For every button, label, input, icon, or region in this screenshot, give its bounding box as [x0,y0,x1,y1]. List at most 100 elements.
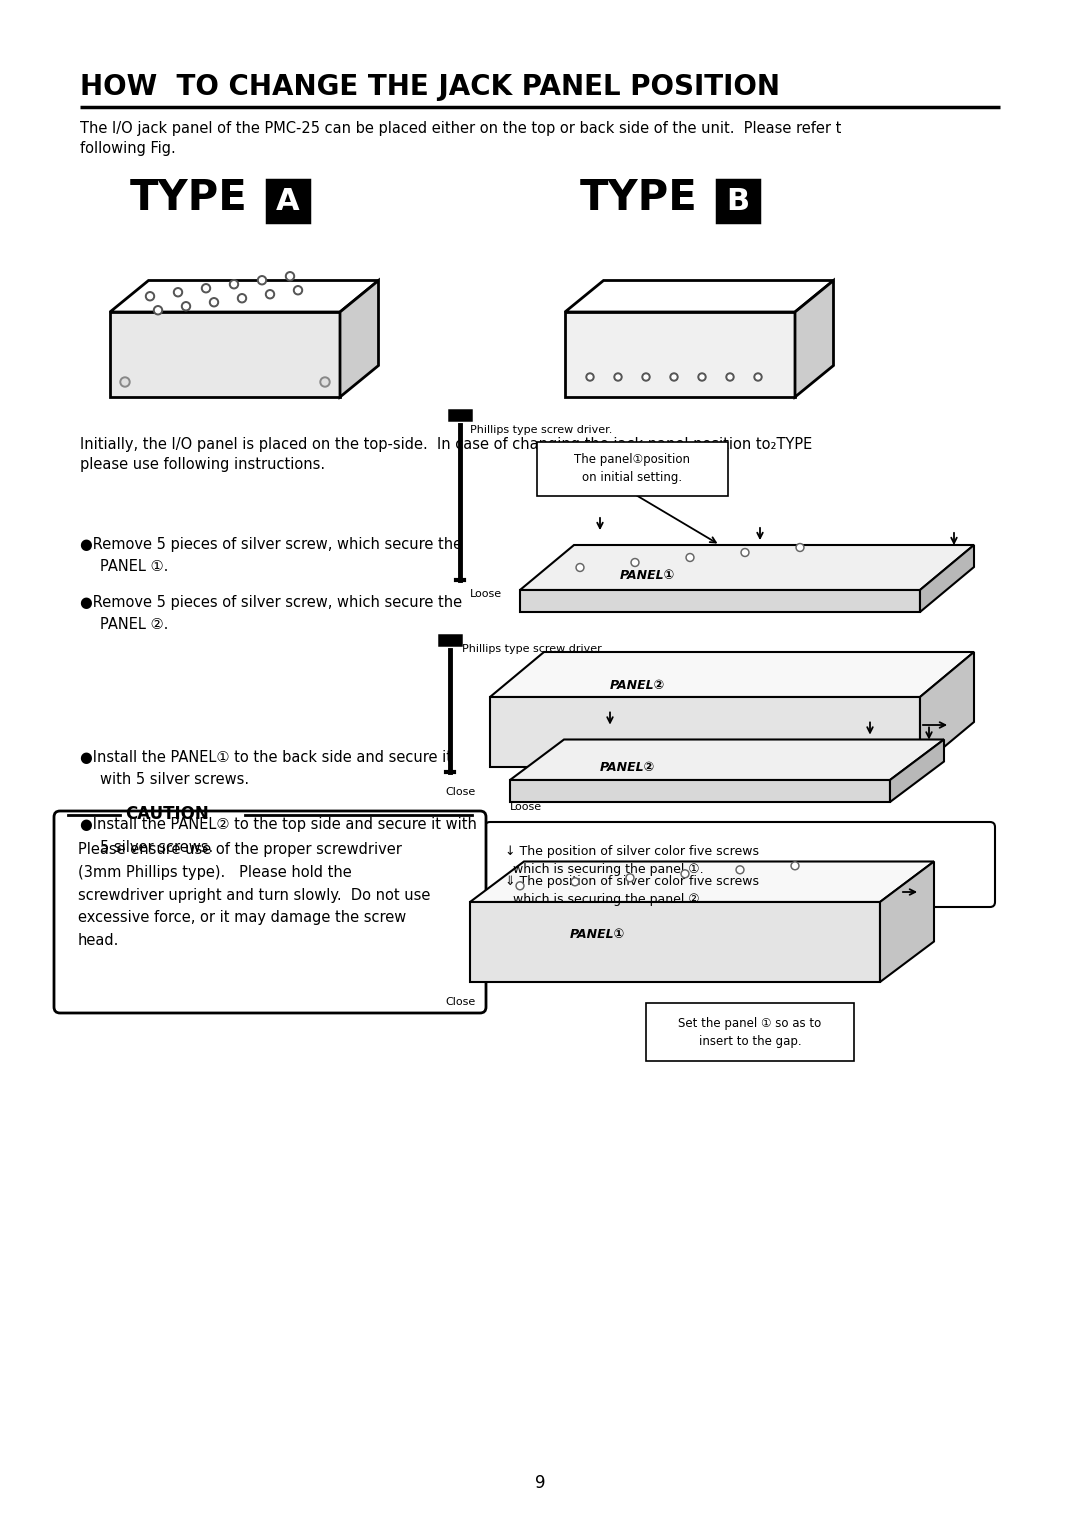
Circle shape [294,286,302,295]
Polygon shape [565,281,834,312]
Circle shape [576,564,584,571]
Polygon shape [890,740,944,802]
Circle shape [174,287,183,296]
Text: PANEL①: PANEL① [570,927,625,941]
Circle shape [642,373,650,380]
Text: ●Install the PANEL② to the top side and secure it with: ●Install the PANEL② to the top side and … [80,817,477,833]
Polygon shape [565,312,795,397]
FancyBboxPatch shape [646,1002,854,1060]
Polygon shape [519,590,920,613]
Text: ↓ The position of silver color five screws
  which is securing the panel ①.: ↓ The position of silver color five scre… [505,845,759,876]
Circle shape [268,292,272,296]
Circle shape [571,877,579,886]
Text: Phillips type screw driver.: Phillips type screw driver. [462,645,605,654]
Circle shape [615,373,622,380]
Circle shape [210,298,218,307]
Polygon shape [110,281,378,312]
Text: Please ensure use of the proper screwdriver
(3mm Phillips type).   Please hold t: Please ensure use of the proper screwdri… [78,842,430,949]
Circle shape [743,550,747,555]
Circle shape [257,275,267,284]
FancyBboxPatch shape [485,822,995,908]
Text: The panel①position
on initial setting.: The panel①position on initial setting. [575,454,690,484]
Text: A: A [276,186,300,215]
Circle shape [259,278,265,283]
Text: please use following instructions.: please use following instructions. [80,457,325,472]
Circle shape [754,373,762,380]
Circle shape [296,287,300,293]
Polygon shape [795,281,834,397]
Text: following Fig.: following Fig. [80,141,176,156]
Circle shape [266,290,274,299]
Circle shape [586,373,594,380]
Circle shape [146,292,154,301]
Circle shape [791,862,799,869]
Circle shape [572,879,578,885]
Circle shape [240,296,244,301]
Polygon shape [880,862,934,983]
Circle shape [735,866,744,874]
FancyBboxPatch shape [537,442,728,497]
Circle shape [631,559,639,567]
Text: PANEL①: PANEL① [620,568,675,582]
Circle shape [741,549,750,556]
Circle shape [616,374,620,379]
Text: ⇓ The position of silver color five screws
  which is securing the panel ②.: ⇓ The position of silver color five scre… [505,876,759,906]
Polygon shape [519,545,974,590]
Circle shape [683,871,688,876]
Polygon shape [920,652,974,767]
Text: PANEL ①.: PANEL ①. [100,559,168,575]
Polygon shape [510,779,890,802]
Polygon shape [490,652,974,697]
Text: TYPE: TYPE [580,177,698,219]
Circle shape [633,559,637,565]
Circle shape [322,379,328,385]
Text: Loose: Loose [470,588,502,599]
Circle shape [588,374,592,379]
Circle shape [184,304,189,309]
Polygon shape [110,312,340,397]
Text: TYPE: TYPE [130,177,247,219]
Circle shape [644,374,648,379]
Polygon shape [920,545,974,613]
Circle shape [120,377,130,387]
Text: Initially, the I/O panel is placed on the top-side.  In case of changing the jac: Initially, the I/O panel is placed on th… [80,437,812,452]
Circle shape [202,284,211,293]
Circle shape [156,307,161,313]
Circle shape [181,301,190,310]
Circle shape [670,373,678,380]
Circle shape [231,281,237,287]
Text: The I/O jack panel of the PMC-25 can be placed either on the top or back side of: The I/O jack panel of the PMC-25 can be … [80,121,841,136]
Circle shape [153,306,162,315]
Circle shape [175,290,180,295]
Circle shape [672,374,676,379]
Text: HOW  TO CHANGE THE JACK PANEL POSITION: HOW TO CHANGE THE JACK PANEL POSITION [80,73,780,101]
Text: CAUTION: CAUTION [125,805,208,824]
Text: PANEL②: PANEL② [600,761,656,775]
Circle shape [626,874,634,882]
FancyBboxPatch shape [54,811,486,1013]
Text: 5 silver screws.: 5 silver screws. [100,839,213,854]
FancyBboxPatch shape [267,180,309,222]
Polygon shape [470,902,880,983]
Text: Loose: Loose [510,802,542,811]
FancyBboxPatch shape [717,180,759,222]
Circle shape [738,868,743,872]
Circle shape [287,274,293,278]
Circle shape [320,377,330,387]
Circle shape [726,373,734,380]
Text: PANEL②: PANEL② [610,678,665,692]
Text: Phillips type screw driver.: Phillips type screw driver. [470,425,612,435]
Polygon shape [510,740,944,779]
Text: PANEL ②.: PANEL ②. [100,617,168,633]
Circle shape [728,374,732,379]
Circle shape [686,553,694,561]
Circle shape [122,379,129,385]
Circle shape [212,299,216,304]
Circle shape [681,869,689,877]
Polygon shape [470,862,934,902]
Circle shape [688,555,692,559]
Polygon shape [340,281,378,397]
Text: with 5 silver screws.: with 5 silver screws. [100,772,249,787]
Text: ●Remove 5 pieces of silver screw, which secure the: ●Remove 5 pieces of silver screw, which … [80,536,462,552]
Text: ●Remove 5 pieces of silver screw, which secure the: ●Remove 5 pieces of silver screw, which … [80,594,462,610]
